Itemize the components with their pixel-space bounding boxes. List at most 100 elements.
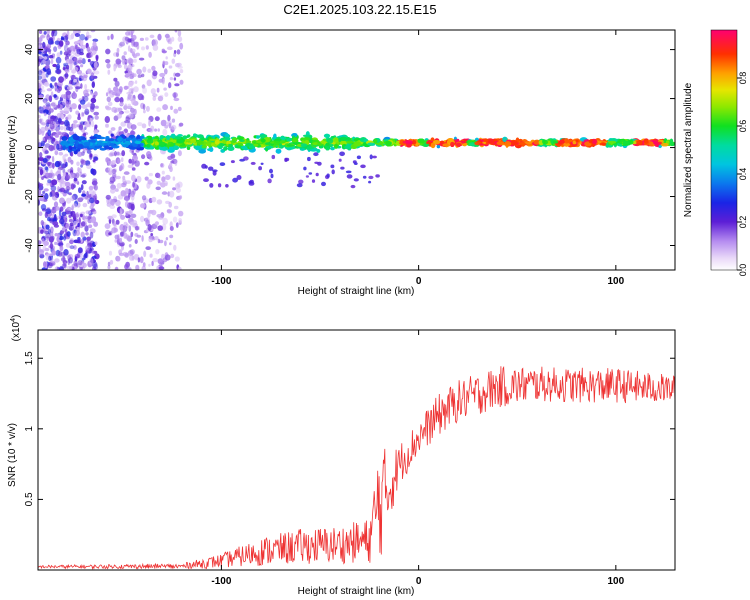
spectrogram-cell [58, 151, 64, 156]
spectrogram-cell [104, 144, 109, 150]
spectrogram-cell [87, 34, 92, 39]
colorbar-tick-label: 0.4 [738, 168, 748, 181]
spectrogram-cell [660, 142, 669, 147]
spectrogram-cell [292, 137, 299, 143]
spectrogram-cell [346, 140, 354, 144]
spectrogram-cell [43, 31, 47, 35]
spectrogram-cell [126, 188, 130, 194]
spectrogram-cell [155, 249, 160, 255]
spectrogram-y-label: Frequency (Hz) [7, 116, 18, 185]
spectrogram-cell [151, 65, 156, 71]
spectrogram-cell [146, 138, 154, 144]
spectrogram-cell [177, 150, 182, 157]
spectrogram-cell [50, 85, 54, 89]
spectrogram-cell [129, 221, 135, 226]
spectrogram-cell [278, 143, 282, 146]
spectrogram-cell [57, 173, 62, 181]
spectrogram-cell [430, 142, 436, 149]
spectrogram-cell [131, 255, 135, 261]
spectrogram-cell [196, 134, 204, 139]
spectrogram-cell [147, 212, 151, 218]
spectrogram-cell [49, 37, 53, 41]
spectrogram-cell [217, 183, 222, 188]
spectrogram-cell [54, 40, 60, 45]
spectrogram-cell [129, 249, 135, 255]
spectrogram-cell [164, 254, 171, 261]
spectrogram-cell [62, 183, 65, 188]
spectrogram-cell [86, 53, 90, 59]
spectrogram-cell [146, 151, 152, 158]
snr-y-scale-close: ) [11, 315, 22, 318]
colorbar-frame [710, 29, 738, 271]
spectrogram-cell [128, 267, 132, 270]
spectrogram-cell [136, 234, 142, 238]
spectrogram-cell [173, 108, 179, 114]
spectrogram-cell [116, 234, 120, 241]
spectrogram-cell [177, 30, 182, 37]
spectrogram-cell [73, 120, 78, 124]
spectrogram-cell [143, 109, 146, 114]
spectrogram-cell [77, 151, 83, 157]
spectrogram-cell [44, 247, 50, 252]
spectrogram-cell [51, 179, 58, 186]
spectrogram-cell [55, 56, 62, 64]
spectrogram-cell [89, 153, 93, 158]
spectrogram-cell [77, 116, 81, 121]
spectrogram-cell [241, 145, 248, 150]
spectrogram-cell [179, 69, 184, 74]
spectrogram-cell [128, 244, 132, 248]
spectrogram-cell [115, 175, 121, 180]
spectrogram-cell [128, 113, 134, 119]
spectrogram-cell [52, 137, 56, 142]
spectrogram-cell [622, 140, 631, 146]
spectrogram-cell [76, 40, 81, 44]
spectrogram-cell [41, 137, 46, 142]
spectrogram-cell [51, 101, 57, 108]
spectrogram-cell [125, 59, 130, 64]
spectrogram-cell [125, 212, 129, 216]
spectrogram-cell [47, 138, 51, 143]
spectrogram-cell [126, 97, 130, 101]
spectrogram-cell [177, 134, 183, 137]
spectrogram-cell [118, 111, 123, 116]
spectrogram-cell [157, 173, 161, 179]
spectrogram-cell [368, 175, 374, 180]
spectrogram-cell [38, 48, 43, 53]
spectrogram-cell [40, 220, 44, 226]
spectrogram-cell [135, 52, 140, 57]
spectrogram-cell [300, 143, 308, 147]
spectrogram-cell [270, 173, 274, 179]
spectrogram-cell [53, 94, 57, 98]
spectrogram-cell [78, 57, 83, 64]
spectrogram-cell [84, 108, 90, 116]
spectrogram-cell [173, 77, 177, 81]
spectrogram-cell [40, 85, 45, 90]
spectrogram-cell [147, 68, 152, 74]
spectrogram-cell [113, 77, 118, 82]
spectrogram-cell [81, 159, 86, 166]
spectrogram-cell [108, 153, 114, 157]
spectrogram-cell [147, 128, 151, 132]
spectrogram-cell [76, 212, 79, 218]
spectrogram-cell [94, 197, 97, 204]
spectrogram-cell [137, 138, 143, 142]
spectrogram-cell [46, 68, 51, 75]
snr-frame [37, 329, 676, 571]
spectrogram-cell [65, 53, 71, 57]
spectrogram-cell [85, 245, 90, 251]
spectrogram-cell [42, 190, 46, 194]
spectrogram-cell [479, 143, 485, 146]
spectrogram-cell [79, 77, 82, 82]
spectrogram-cell [146, 79, 152, 87]
spectrogram-cell [69, 45, 75, 51]
spectrogram-cell [86, 239, 90, 246]
spectrogram-cell [44, 230, 49, 235]
spectrogram-cell [126, 210, 132, 215]
spectrogram-cell [110, 188, 116, 194]
spectrogram-cell [173, 92, 177, 99]
spectrogram-cell [209, 147, 214, 152]
y-tick-label: -20 [24, 189, 35, 204]
spectrogram-cell [172, 176, 176, 181]
spectrogram-cell [59, 230, 65, 234]
spectrogram-cell [88, 224, 93, 229]
